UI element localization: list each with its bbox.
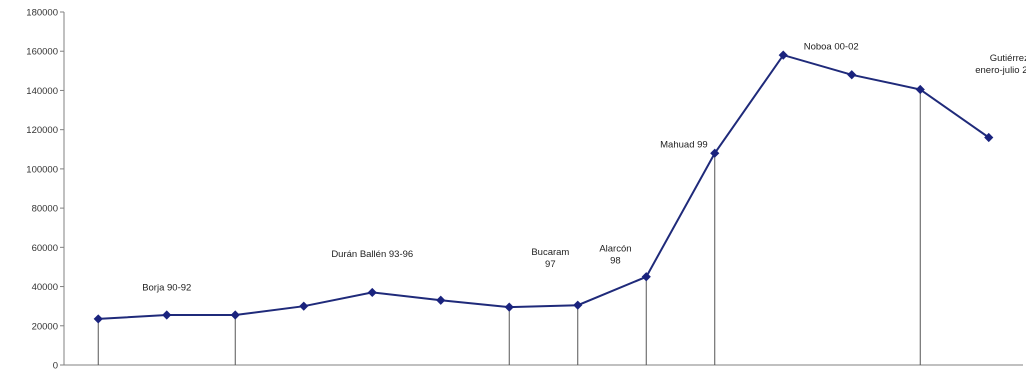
y-tick-label: 20000 (32, 321, 58, 332)
data-point (915, 84, 925, 95)
y-tick-label: 100000 (26, 164, 58, 175)
annotation-label: Alarcón 98 (599, 243, 631, 266)
annotation-label: Durán Ballén 93-96 (331, 249, 413, 260)
y-axis: 0 20000 40000 60000 80000 100000 120000 140000 1… (26, 8, 65, 369)
data-point (573, 300, 583, 310)
y-tick-label: 160000 (26, 47, 58, 58)
y-tick-label: 40000 (32, 282, 58, 293)
series-line (98, 53, 990, 320)
annotation-label: Noboa 00-02 (804, 41, 859, 52)
y-tick-label: 140000 (26, 86, 58, 97)
data-point (162, 310, 172, 320)
drop-lines (97, 89, 921, 365)
annotations: Borja 90-92 Durán Ballén 93-96 Bucaram 97 Al… (142, 41, 1026, 293)
data-point (93, 314, 103, 324)
data-point (299, 301, 309, 311)
data-point (641, 272, 651, 282)
data-point (984, 132, 994, 143)
y-tick-label: 0 (53, 361, 58, 369)
data-point (778, 50, 788, 60)
annotation-label: Borja 90-92 (142, 282, 191, 293)
series (93, 50, 994, 324)
y-tick-label: 180000 (26, 8, 58, 19)
data-point (504, 302, 514, 312)
annotation-label: Mahuad 99 (660, 139, 708, 150)
data-point (436, 295, 446, 305)
y-tick-label: 60000 (32, 243, 58, 254)
data-point (847, 70, 857, 80)
data-point (710, 148, 720, 158)
annotation-label: Bucaram 97 (531, 247, 569, 270)
y-tick-label: 120000 (26, 125, 58, 136)
data-point (230, 310, 240, 320)
data-point (367, 287, 377, 298)
y-tick-label: 80000 (32, 204, 58, 215)
